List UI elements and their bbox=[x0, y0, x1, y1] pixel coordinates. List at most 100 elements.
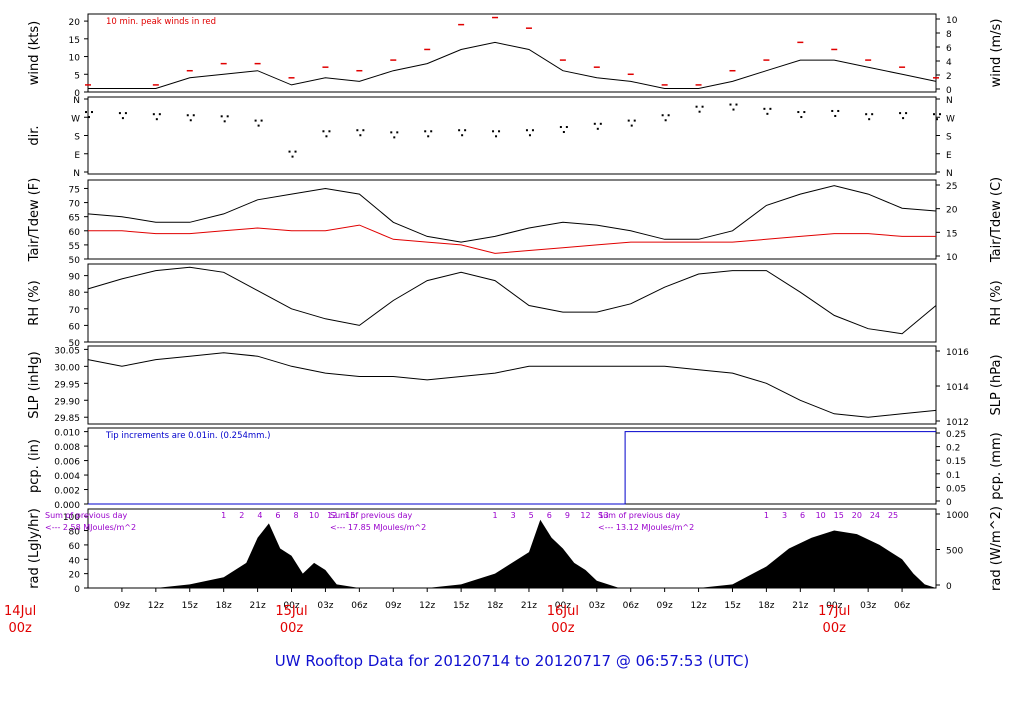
rad-note-line2: <--- 13.12 MJoules/m^2 bbox=[598, 523, 694, 532]
dir-point bbox=[393, 136, 396, 139]
wind-ylabel: wind (kts) bbox=[27, 21, 42, 85]
rad-hour-label: 25 bbox=[888, 511, 898, 520]
time-tick-label: 21z bbox=[521, 601, 537, 611]
date-label: 16Jul bbox=[547, 604, 579, 619]
rh-ytick-label: 80 bbox=[69, 289, 81, 299]
dir-point bbox=[359, 134, 362, 137]
temp-ytick-label-right: 10 bbox=[946, 253, 958, 263]
dir-point bbox=[192, 114, 195, 117]
pcp-series-line bbox=[88, 431, 936, 505]
dir-point bbox=[498, 130, 501, 133]
pcp-ylabel-right: pcp. (mm) bbox=[989, 432, 1004, 499]
dir-point bbox=[865, 113, 868, 116]
dir-point bbox=[288, 150, 291, 153]
dir-point bbox=[902, 117, 905, 120]
rad-hour-label: 6 bbox=[275, 511, 280, 520]
rh-ytick-label: 90 bbox=[69, 273, 81, 283]
temp-ytick-label: 75 bbox=[69, 185, 80, 195]
rad-hour-label: 4 bbox=[257, 511, 262, 520]
slp-ytick-label: 29.85 bbox=[54, 414, 80, 424]
rad-hour-label: 15 bbox=[345, 511, 355, 520]
rad-hour-label: 6 bbox=[800, 511, 805, 520]
rad-ytick-label: 40 bbox=[69, 556, 81, 566]
dir-point bbox=[661, 114, 664, 117]
dir-point bbox=[458, 129, 461, 132]
rad-note-line1: Sum of previous day bbox=[598, 511, 680, 520]
dir-point bbox=[729, 103, 732, 106]
dir-point bbox=[936, 118, 938, 121]
dir-point bbox=[91, 111, 93, 114]
rad-area bbox=[88, 519, 936, 588]
dir-point bbox=[599, 122, 602, 125]
dir-point bbox=[118, 112, 121, 115]
dir-point bbox=[735, 103, 738, 106]
dir-point bbox=[763, 107, 766, 110]
dir-point bbox=[664, 119, 667, 122]
dir-point bbox=[769, 107, 772, 110]
dir-point bbox=[667, 114, 670, 117]
rad-hour-label: 5 bbox=[529, 511, 534, 520]
slp-ytick-label-right: 1014 bbox=[946, 383, 969, 393]
slp-ytick-label-right: 1016 bbox=[946, 348, 969, 358]
dir-point bbox=[695, 105, 698, 108]
dir-point bbox=[831, 109, 834, 112]
date-label-hour: 00z bbox=[8, 621, 32, 636]
rad-note-line1: Sum of previous day bbox=[45, 511, 127, 520]
rad-hour-label: 3 bbox=[511, 511, 516, 520]
rad-hour-label: 2 bbox=[239, 511, 244, 520]
dir-point bbox=[630, 124, 633, 127]
dir-point bbox=[868, 118, 871, 121]
rad-ytick-label: 60 bbox=[69, 542, 81, 552]
temp-ytick-label: 55 bbox=[69, 242, 80, 252]
dir-point bbox=[899, 112, 902, 115]
slp-ylabel: SLP (inHg) bbox=[27, 351, 42, 419]
rad-hour-label: 12 bbox=[580, 511, 590, 520]
dir-point bbox=[186, 114, 189, 117]
pcp-ytick-label-right: 0.05 bbox=[946, 484, 966, 494]
dir-point bbox=[152, 113, 155, 116]
rad-ytick-label: 100 bbox=[63, 513, 80, 523]
temp-ytick-label-right: 25 bbox=[946, 182, 957, 192]
time-tick-label: 06z bbox=[894, 601, 910, 611]
dir-point bbox=[939, 113, 941, 116]
dir-point bbox=[155, 118, 158, 121]
dir-point bbox=[85, 111, 87, 114]
dir-point bbox=[158, 113, 161, 116]
dir-ytick-label-right: E bbox=[946, 151, 952, 161]
wind-ytick-label-right: 4 bbox=[946, 58, 952, 68]
rh-ytick-label: 60 bbox=[69, 322, 81, 332]
dir-point bbox=[596, 127, 599, 130]
pcp-ytick-label-right: 0 bbox=[946, 498, 952, 508]
rad-ylabel-right: rad (W/m^2) bbox=[989, 506, 1004, 591]
time-tick-label: 06z bbox=[623, 601, 639, 611]
dir-point bbox=[837, 109, 840, 112]
time-tick-label: 18z bbox=[487, 601, 503, 611]
dir-point bbox=[800, 116, 803, 119]
rad-note-line2: <--- 2.58 MJoules/m^2 bbox=[45, 523, 136, 532]
dir-point bbox=[732, 108, 735, 111]
rh-ytick-label: 70 bbox=[69, 306, 81, 316]
pcp-ytick-label: 0.010 bbox=[54, 429, 80, 439]
dir-panel-frame bbox=[87, 96, 937, 175]
dir-point bbox=[461, 134, 464, 137]
slp-ylabel-right: SLP (hPa) bbox=[989, 354, 1004, 415]
temp-panel-frame bbox=[87, 179, 937, 260]
dir-point bbox=[325, 135, 328, 138]
slp-ytick-label: 29.95 bbox=[54, 380, 80, 390]
time-tick-label: 00z bbox=[283, 601, 299, 611]
dir-point bbox=[254, 119, 257, 122]
pcp-ytick-label: 0.004 bbox=[54, 472, 80, 482]
slp-ytick-label-right: 1012 bbox=[946, 418, 969, 428]
dir-point bbox=[633, 119, 636, 122]
wind-ytick-label: 15 bbox=[69, 36, 80, 46]
dir-point bbox=[933, 113, 935, 116]
pcp-ytick-label-right: 0.15 bbox=[946, 457, 966, 467]
dir-point bbox=[427, 135, 430, 138]
time-tick-label: 15z bbox=[182, 601, 198, 611]
rad-ytick-label-right: 500 bbox=[946, 547, 963, 557]
footer-title: UW Rooftop Data for 20120714 to 20120717… bbox=[275, 652, 749, 670]
dir-point bbox=[834, 114, 837, 117]
time-tick-label: 03z bbox=[589, 601, 605, 611]
wind-ytick-label-right: 10 bbox=[946, 16, 958, 26]
time-tick-label: 15z bbox=[724, 601, 740, 611]
